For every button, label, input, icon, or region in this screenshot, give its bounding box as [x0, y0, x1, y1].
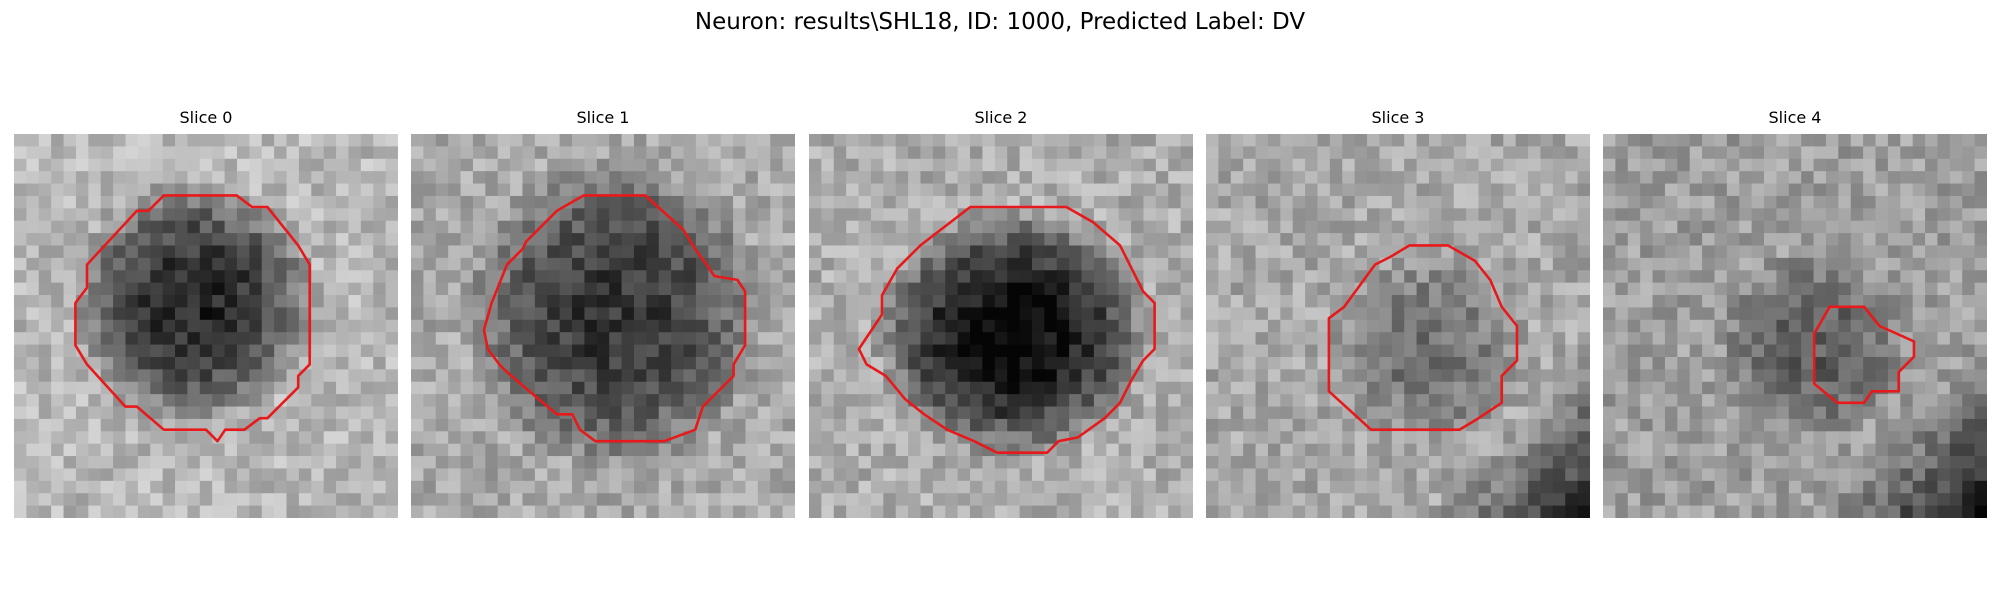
- pixel-grid: [411, 134, 795, 518]
- roi-contour: [1327, 244, 1519, 432]
- pixel-grid: [1603, 134, 1987, 518]
- slice-title-3: Slice 3: [1371, 108, 1425, 127]
- slice-title-4: Slice 4: [1768, 108, 1822, 127]
- roi-contour: [74, 194, 312, 443]
- figure-title: Neuron: results\SHL18, ID: 1000, Predict…: [694, 9, 1306, 35]
- slice-panel-0: Slice 0: [14, 108, 398, 520]
- slice-title-1: Slice 1: [576, 108, 630, 127]
- roi-contour: [482, 194, 747, 443]
- slice-panel-1: Slice 1: [411, 108, 795, 520]
- slice-image-0: [14, 134, 398, 518]
- slice-image-3: [1206, 134, 1590, 518]
- slice-title-2: Slice 2: [974, 108, 1028, 127]
- roi-contour: [857, 205, 1156, 455]
- slice-panel-4: Slice 4: [1603, 108, 1987, 520]
- slice-panel-2: Slice 2: [809, 108, 1193, 520]
- slice-panel-3: Slice 3: [1206, 108, 1590, 520]
- slice-image-4: [1603, 134, 1987, 518]
- slice-title-0: Slice 0: [179, 108, 233, 127]
- slice-image-1: [411, 134, 795, 518]
- roi-contour: [1812, 305, 1916, 405]
- pixel-grid: [809, 134, 1193, 518]
- pixel-grid: [1206, 134, 1590, 518]
- pixel-grid: [14, 134, 398, 518]
- slice-image-2: [809, 134, 1193, 518]
